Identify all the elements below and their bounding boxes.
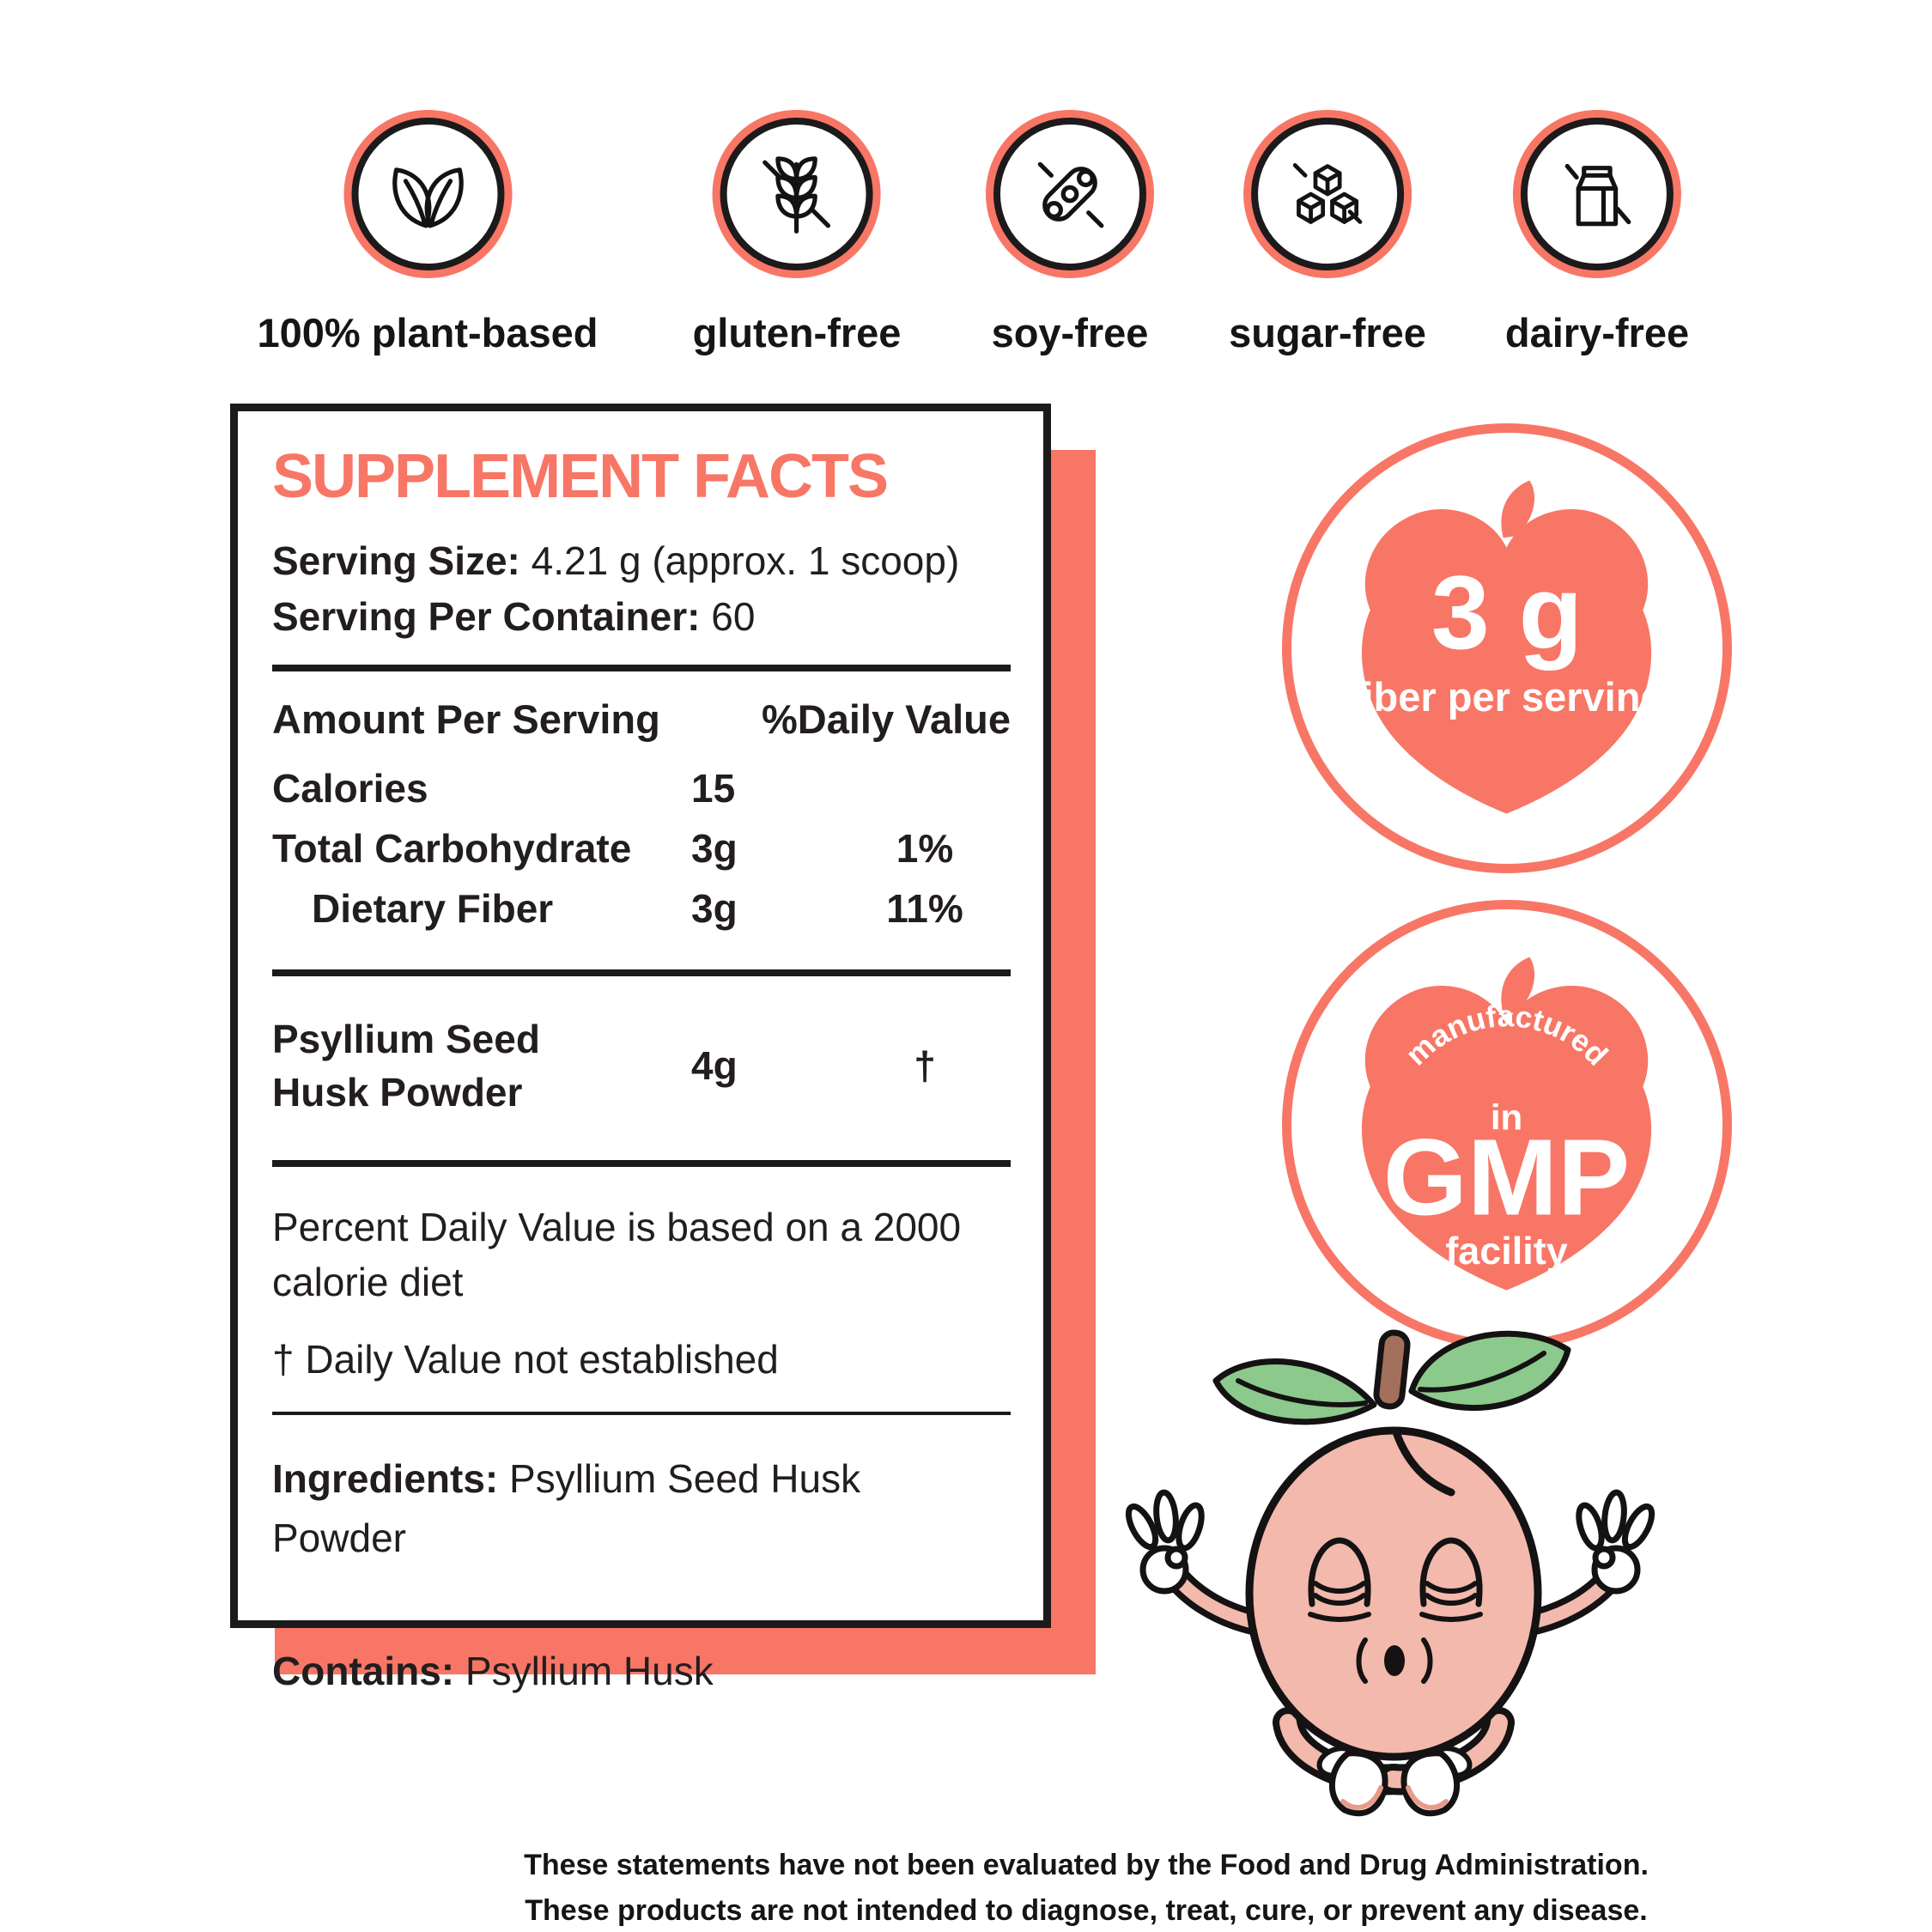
daily-value-footnote: Percent Daily Value is based on a 2000 c… bbox=[272, 1204, 962, 1305]
nutrient-name: Dietary Fiber bbox=[312, 885, 554, 931]
fiber-amount: 3 g bbox=[1431, 554, 1583, 671]
nutrient-amount: 3g bbox=[691, 825, 738, 871]
mascot-body bbox=[1245, 1426, 1542, 1761]
gluten-free-icon bbox=[762, 156, 831, 234]
nutrient-amount: 4g bbox=[691, 1042, 738, 1088]
peach-mascot bbox=[1125, 1329, 1656, 1817]
coral-ring bbox=[1242, 110, 1412, 278]
claim-soy-free: soy-free bbox=[986, 110, 1154, 356]
plant-leaves-icon bbox=[392, 167, 464, 228]
nutrient-dv: † bbox=[914, 1042, 936, 1088]
column-headers: Amount Per Serving %Daily Value bbox=[272, 696, 1011, 743]
mascot-mouth bbox=[1356, 1637, 1433, 1684]
table-row: Calories 15 bbox=[272, 765, 1011, 811]
contains-label: Contains: bbox=[272, 1648, 455, 1693]
servings-per-container-value: 60 bbox=[700, 594, 756, 640]
ingredients-label: Ingredients: bbox=[272, 1455, 499, 1501]
nutrient-amount: 15 bbox=[691, 765, 736, 811]
fiber-badge: 3 g fiber per serving bbox=[1282, 423, 1732, 873]
servings-per-container-label: Serving Per Container: bbox=[272, 594, 701, 640]
gmp-in-text: in bbox=[1491, 1097, 1522, 1137]
ingredients-line: Ingredients: Psyllium Seed Husk Powder bbox=[272, 1449, 908, 1568]
serving-info: Serving Size: 4.21 g (approx. 1 scoop) S… bbox=[272, 533, 1011, 646]
fiber-badge-text: 3 g fiber per serving bbox=[1291, 560, 1722, 720]
coral-ring bbox=[712, 110, 881, 278]
daily-value-header: %Daily Value bbox=[762, 696, 1011, 742]
mascot-sneakers bbox=[1316, 1746, 1473, 1817]
fiber-caption: fiber per serving bbox=[1348, 674, 1666, 720]
fda-disclaimer: These statements have not been evaluated… bbox=[258, 1843, 1915, 1932]
nutrient-name: Total Carbohydrate bbox=[272, 825, 632, 871]
ingredients-value: Psyllium Seed Husk Powder bbox=[272, 1455, 861, 1560]
nutrient-dv: 1% bbox=[896, 825, 954, 871]
mascot-leaves bbox=[1212, 1330, 1571, 1425]
claim-label: soy-free bbox=[991, 310, 1149, 355]
claim-plant-based: 100% plant-based bbox=[257, 110, 598, 356]
nutrient-table: Calories 15 Total Carbohydrate 3g 1% Die… bbox=[272, 765, 1011, 932]
peach-silhouette-icon: manufactured in GMP facility bbox=[1361, 957, 1652, 1291]
claim-gluten-free: gluten-free bbox=[692, 110, 902, 356]
claim-label: gluten-free bbox=[692, 310, 902, 355]
table-row-psyllium: Psyllium Seed Husk Powder 4g † bbox=[272, 1012, 1011, 1119]
mascot-face bbox=[1308, 1537, 1483, 1684]
claim-dairy-free: dairy-free bbox=[1505, 110, 1689, 356]
nutrient-dv: 11% bbox=[886, 885, 963, 931]
claim-label: dairy-free bbox=[1504, 310, 1690, 355]
claim-label: sugar-free bbox=[1229, 310, 1426, 355]
dagger-footnote: † Daily Value not established bbox=[272, 1336, 779, 1382]
panel-title: SUPPLEMENT FACTS bbox=[272, 442, 889, 511]
gmp-badge: manufactured in GMP facility bbox=[1282, 900, 1732, 1350]
divider bbox=[272, 664, 1011, 671]
disclaimer-line-2: These products are not intended to diagn… bbox=[525, 1893, 1648, 1927]
serving-size-value: 4.21 g (approx. 1 scoop) bbox=[519, 538, 960, 583]
nutrient-amount: 3g bbox=[691, 885, 738, 931]
disclaimer-line-1: These statements have not been evaluated… bbox=[524, 1849, 1649, 1881]
table-row: Total Carbohydrate 3g 1% bbox=[272, 825, 1011, 872]
nutrient-name: Calories bbox=[272, 765, 428, 811]
serving-size-line: Serving Size: 4.21 g (approx. 1 scoop) bbox=[272, 533, 1011, 589]
coral-ring bbox=[986, 110, 1154, 278]
servings-per-container-line: Serving Per Container: 60 bbox=[272, 589, 1011, 645]
sugar-free-icon bbox=[1292, 163, 1363, 224]
nutrient-name: Psyllium Seed Husk Powder bbox=[272, 1016, 540, 1115]
coral-ring bbox=[1513, 110, 1681, 278]
divider-thin bbox=[272, 1411, 1011, 1415]
serving-size-label: Serving Size: bbox=[272, 538, 520, 583]
dairy-free-icon bbox=[1564, 163, 1631, 227]
coral-ring bbox=[343, 110, 512, 278]
gmp-facility-text: facility bbox=[1445, 1229, 1567, 1273]
soy-free-icon bbox=[1037, 161, 1104, 228]
mascot-right-glove bbox=[1576, 1489, 1656, 1595]
mascot-crease bbox=[1392, 1428, 1455, 1497]
supplement-facts-panel: SUPPLEMENT FACTS Serving Size: 4.21 g (a… bbox=[230, 404, 1051, 1693]
amount-per-serving-header: Amount Per Serving bbox=[272, 696, 660, 742]
divider bbox=[272, 1159, 1011, 1167]
gmp-main-text: GMP bbox=[1383, 1117, 1630, 1238]
contains-value: Psyllium Husk bbox=[454, 1648, 714, 1693]
mascot-left-glove bbox=[1125, 1489, 1205, 1595]
peach-silhouette-icon bbox=[1361, 480, 1652, 814]
claim-label: 100% plant-based bbox=[257, 310, 598, 355]
mascot-stem bbox=[1373, 1329, 1411, 1410]
claim-sugar-free: sugar-free bbox=[1229, 110, 1426, 356]
table-row: Dietary Fiber 3g 11% bbox=[272, 885, 1011, 932]
divider bbox=[272, 969, 1011, 976]
contains-line: Contains: Psyllium Husk bbox=[272, 1642, 908, 1701]
